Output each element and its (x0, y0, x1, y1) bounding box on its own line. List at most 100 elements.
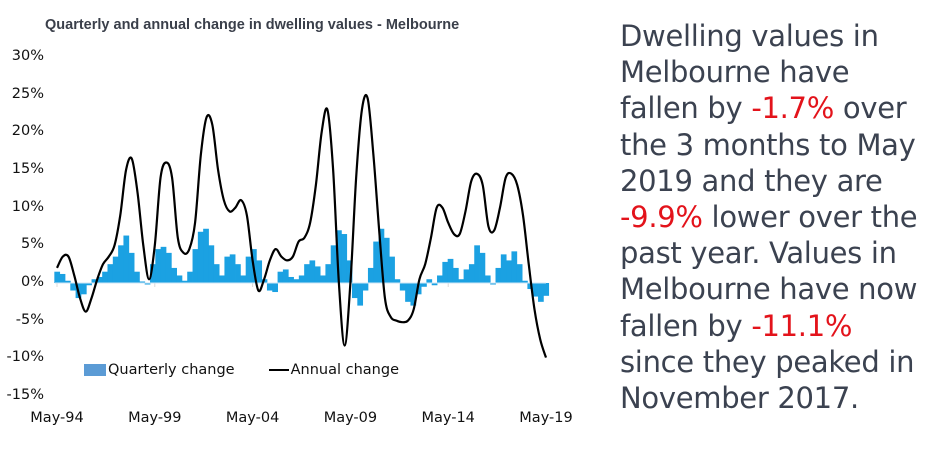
quarterly-bar (389, 256, 395, 283)
quarterly-bar (139, 281, 146, 283)
commentary-segment: since they peaked in November 2017. (620, 344, 915, 416)
quarterly-bar (346, 260, 353, 283)
quarterly-bar (171, 267, 177, 283)
quarterly-bar (399, 283, 406, 291)
quarterly-bar (367, 267, 374, 283)
quarterly-bar (511, 251, 518, 283)
commentary-segment: lower over the past year. Values in Melb… (620, 200, 918, 343)
highlight-figure: -9.9% (620, 200, 703, 235)
quarterly-bar (320, 275, 326, 283)
quarterly-bar (405, 283, 411, 302)
quarterly-bar (70, 283, 77, 291)
y-tick-label: -15% (6, 387, 44, 403)
quarterly-bar (293, 279, 300, 283)
commentary-segment: Dwelling values in Melbourne have fallen… (620, 19, 879, 126)
quarterly-bar (128, 252, 135, 283)
quarterly-bar (160, 246, 167, 283)
quarterly-bar (150, 264, 156, 283)
legend-label-annual: Annual change (290, 362, 399, 378)
annual-change-line (56, 94, 548, 358)
y-tick-label: 25% (11, 85, 44, 102)
quarterly-bar (288, 276, 294, 283)
y-tick-label: 15% (11, 161, 44, 177)
quarterly-bar (176, 275, 183, 283)
quarterly-bar (144, 283, 151, 285)
quarterly-bar (373, 241, 379, 283)
quarterly-bar (410, 283, 417, 306)
quarterly-bar (235, 264, 241, 283)
quarterly-bar (181, 280, 188, 283)
quarterly-bar (229, 254, 236, 283)
highlight-figure: -11.1% (751, 308, 853, 343)
quarterly-bar (134, 271, 140, 283)
quarterly-bar (112, 256, 119, 283)
x-tick-label: May-94 (30, 410, 84, 426)
quarterly-bar (91, 279, 98, 283)
quarterly-bar (479, 252, 486, 283)
y-tick-label: 10% (11, 198, 44, 215)
legend-label-quarterly: Quarterly change (108, 362, 235, 378)
quarterly-bar (330, 245, 337, 283)
quarterly-bar (527, 283, 534, 290)
quarterly-bar (490, 283, 496, 285)
quarterly-bar (304, 264, 310, 283)
x-tick-label: May-04 (225, 410, 280, 426)
quarterly-bar (463, 269, 470, 283)
highlight-figure: -1.7% (751, 91, 834, 126)
quarterly-bar (203, 228, 209, 283)
quarterly-bar (484, 275, 491, 283)
quarterly-bar (452, 267, 459, 283)
quarterly-bar (447, 258, 454, 283)
y-tick-label: 0% (20, 274, 44, 290)
quarterly-bar (86, 283, 92, 286)
legend: Quarterly change Annual change (84, 362, 399, 378)
x-tick-label: May-14 (421, 410, 475, 426)
quarterly-bar (500, 254, 507, 283)
y-tick-label: -10% (6, 349, 44, 366)
commentary-text: Dwelling values in Melbourne have fallen… (620, 18, 930, 416)
quarterly-bar (516, 264, 523, 283)
x-tick-label: May-99 (128, 410, 182, 426)
quarterly-bar (266, 283, 273, 291)
quarterly-bar (362, 283, 369, 291)
legend-swatch-annual (268, 369, 289, 371)
quarterly-bar (426, 279, 433, 283)
quarterly-bar (59, 273, 66, 283)
quarterly-bar (298, 275, 305, 283)
quarterly-bar (224, 256, 231, 283)
quarterly-bar (118, 245, 124, 283)
quarterly-bar (357, 283, 364, 306)
y-tick-label: 30% (11, 48, 44, 64)
quarterly-bar (468, 264, 475, 283)
quarterly-bar (543, 283, 550, 296)
quarterly-bar (165, 252, 172, 283)
y-tick-label: 5% (20, 236, 44, 253)
quarterly-bar (394, 279, 401, 283)
quarterly-bar (325, 264, 332, 283)
quarterly-bar (245, 256, 252, 283)
quarterly-bar (80, 283, 87, 295)
quarterly-bar (474, 245, 480, 283)
legend-swatch-quarterly (84, 364, 106, 376)
quarterly-bar (219, 275, 225, 283)
quarterly-bar (383, 237, 390, 283)
quarterly-bar (336, 230, 342, 283)
chart-area: Quarterly and annual change in dwelling … (6, 17, 573, 426)
quarterly-bar (506, 260, 512, 283)
quarterly-bar (272, 283, 278, 293)
quarterly-bar (187, 271, 193, 283)
quarterly-bar (309, 260, 316, 283)
quarterly-bar (208, 245, 215, 283)
quarterly-bar (54, 271, 61, 283)
quarterly-bar (256, 260, 263, 283)
quarterly-bar (437, 275, 443, 283)
plot-area (54, 94, 550, 358)
quarterly-bar (123, 235, 130, 283)
quarterly-bar (282, 269, 289, 283)
quarterly-bar (102, 271, 108, 283)
y-tick-label: 20% (11, 123, 44, 140)
quarterly-bar (213, 264, 220, 283)
x-tick-label: May-19 (519, 410, 573, 426)
quarterly-bar (532, 283, 539, 297)
quarterly-bar (421, 283, 427, 287)
